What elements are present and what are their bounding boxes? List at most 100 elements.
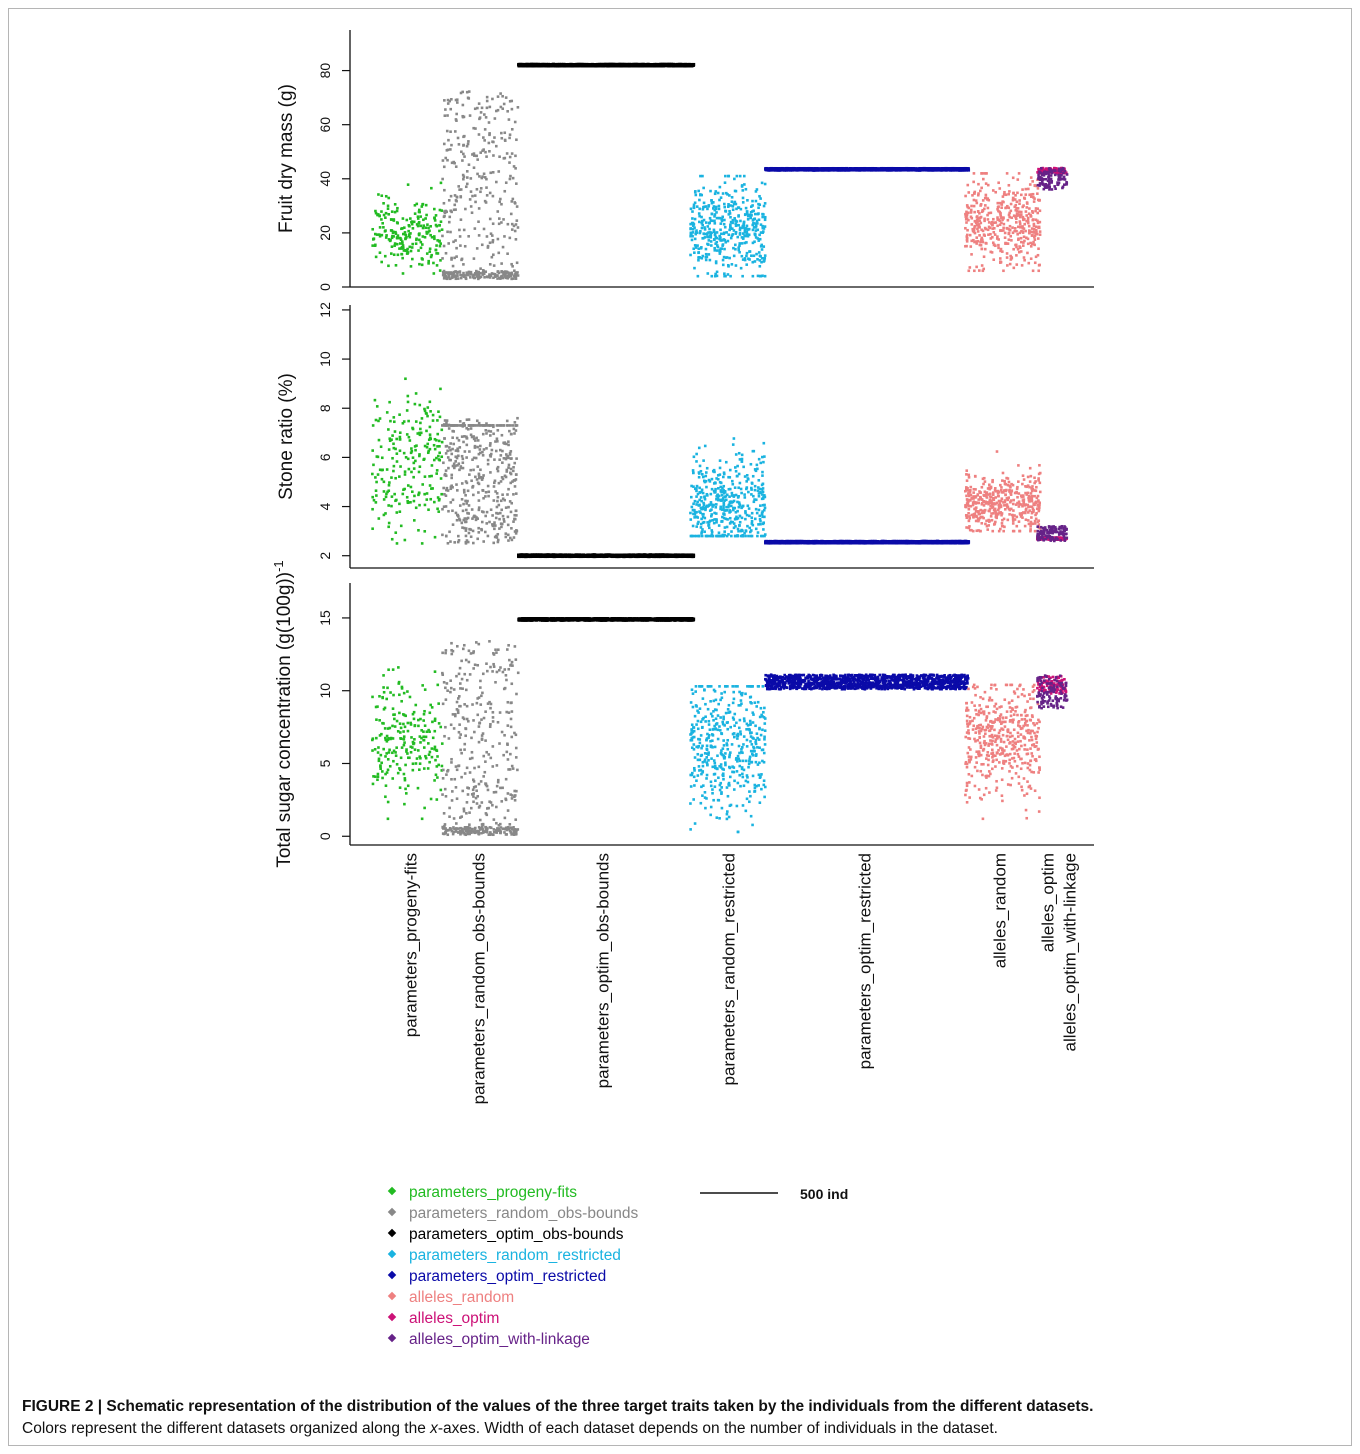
data-point: [423, 457, 426, 461]
data-point: [412, 467, 416, 470]
data-point: [700, 193, 704, 197]
data-point: [1057, 181, 1061, 185]
data-point: [512, 536, 516, 539]
data-point: [616, 63, 621, 67]
data-point: [1009, 258, 1013, 261]
data-point: [1023, 222, 1027, 226]
data-point: [445, 419, 449, 422]
data-point: [497, 251, 501, 255]
data-point: [393, 420, 396, 424]
data-point: [466, 142, 470, 146]
data-point: [515, 182, 518, 185]
data-point: [999, 214, 1003, 218]
data-point: [406, 484, 410, 487]
data-point: [485, 432, 488, 435]
data-point: [972, 228, 976, 232]
data-point: [488, 454, 492, 457]
data-point: [451, 274, 454, 277]
data-point: [710, 231, 713, 235]
data-point: [753, 240, 756, 244]
data-point: [510, 527, 513, 530]
data-point: [693, 244, 697, 247]
data-point: [967, 269, 971, 273]
data-point: [503, 235, 506, 238]
data-point: [451, 436, 454, 439]
data-point: [379, 445, 383, 449]
data-point: [515, 514, 518, 517]
data-point: [1045, 167, 1049, 170]
data-point: [745, 224, 749, 228]
data-point: [514, 238, 518, 241]
data-point: [422, 218, 425, 222]
data-point: [709, 235, 713, 239]
data-point: [1016, 191, 1019, 195]
data-point: [413, 402, 417, 406]
data-point: [409, 265, 413, 268]
data-point: [715, 211, 718, 214]
data-point: [409, 217, 412, 220]
data-point: [432, 443, 436, 447]
data-point: [382, 490, 386, 493]
data-point: [507, 443, 510, 447]
data-point: [982, 172, 986, 175]
data-point: [448, 458, 451, 462]
data-point: [973, 231, 977, 235]
data-point: [475, 154, 478, 158]
data-point: [403, 538, 407, 542]
data-point: [934, 168, 938, 172]
data-point: [504, 535, 508, 539]
data-point: [457, 185, 461, 188]
data-point: [708, 258, 712, 262]
data-point: [467, 97, 471, 100]
data-point: [811, 167, 816, 172]
data-point: [474, 456, 478, 460]
data-point: [438, 415, 442, 419]
data-point: [718, 216, 722, 220]
data-point: [441, 273, 445, 277]
data-point: [459, 244, 462, 247]
data-point: [461, 457, 465, 461]
data-point: [713, 192, 717, 196]
data-point: [746, 218, 750, 221]
data-point: [494, 490, 497, 493]
data-point: [469, 433, 473, 437]
data-point: [490, 272, 494, 275]
data-point: [442, 423, 446, 426]
data-point: [735, 220, 739, 223]
data-point: [475, 275, 479, 278]
data-point: [401, 240, 404, 243]
data-point: [410, 449, 414, 453]
y-tick-label: 40: [317, 171, 333, 187]
data-point: [504, 270, 507, 273]
data-point: [806, 167, 811, 171]
data-point: [1053, 170, 1056, 174]
data-point: [487, 494, 490, 498]
data-point: [376, 213, 379, 217]
data-point: [996, 218, 999, 221]
data-point: [463, 134, 466, 138]
data-point: [513, 229, 517, 233]
data-point: [483, 139, 486, 142]
y-axis-label: Fruit dry mass (g): [276, 84, 297, 233]
data-point: [1053, 167, 1057, 171]
data-point: [462, 271, 465, 275]
data-point: [848, 167, 853, 171]
data-point: [443, 211, 447, 215]
data-point: [986, 206, 990, 210]
data-point: [446, 541, 450, 545]
data-point: [1016, 247, 1020, 251]
data-point: [980, 236, 984, 240]
data-point: [438, 269, 442, 272]
data-point: [456, 449, 460, 453]
data-point: [758, 237, 762, 241]
data-point: [493, 479, 497, 483]
data-point: [991, 223, 994, 227]
data-point: [731, 221, 734, 225]
data-point: [505, 456, 508, 460]
data-point: [372, 498, 376, 502]
data-point: [488, 241, 492, 245]
data-point: [441, 177, 444, 181]
data-point: [496, 108, 500, 112]
data-point: [1033, 235, 1036, 239]
